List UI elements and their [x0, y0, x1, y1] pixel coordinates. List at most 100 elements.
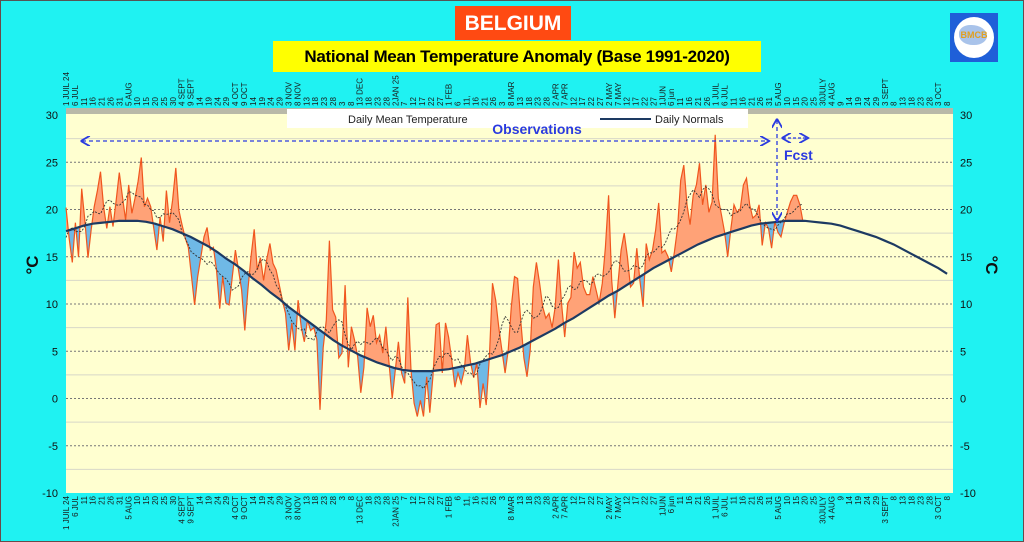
x-tick-label-top: 30JULY — [819, 77, 828, 106]
x-tick-label-bottom: 27 — [596, 495, 605, 504]
x-tick-label-top: 10 — [133, 97, 142, 106]
x-tick-label-top: 12 — [623, 97, 632, 106]
x-tick-label-top: 20 — [151, 97, 160, 106]
x-tick-label-bottom: 28 — [543, 495, 552, 504]
x-tick-label-top: 8 — [943, 101, 952, 106]
x-tick-label-bottom: 6 — [454, 495, 463, 500]
x-tick-label-bottom: 3 NOV — [285, 495, 294, 520]
running-mean-line — [65, 186, 804, 390]
x-tick-label-top: 11 — [676, 97, 685, 106]
x-tick-label-bottom: 26 — [756, 495, 765, 504]
x-tick-label-bottom: 4 SEPT — [178, 496, 187, 524]
x-tick-label-top: 6 JUL — [71, 85, 80, 106]
x-tick-label-bottom: 2 APR — [552, 496, 561, 519]
x-tick-label-bottom: 9 — [836, 495, 845, 500]
x-tick-label-top: 1JUN — [658, 86, 667, 106]
x-tick-label-top: 8 — [890, 101, 899, 106]
y-tick-label-left: 25 — [46, 157, 58, 169]
x-tick-label-top: 28 — [925, 97, 934, 106]
x-tick-label-bottom: 16 — [738, 495, 747, 504]
x-tick-label-top: 17 — [632, 97, 641, 106]
x-tick-label-bottom: 30 — [169, 495, 178, 504]
x-tick-label-bottom: 23 — [534, 495, 543, 504]
y-axis-left: 30 25 20 15 10 5 0 -5 -10 — [42, 110, 58, 500]
x-tick-label-bottom: 18 — [365, 495, 374, 504]
belgium-map-icon — [959, 25, 987, 45]
x-tick-label-top: 11, — [463, 95, 472, 106]
x-tick-label-bottom: 24 — [213, 495, 222, 504]
x-tick-label-bottom: 2JAN 25 — [391, 495, 400, 526]
x-tick-label-bottom: 31 — [765, 495, 774, 504]
x-tick-label-top: 16 — [685, 97, 694, 106]
x-tick-label-top: 12 — [569, 97, 578, 106]
observations-label: Observations — [492, 121, 582, 137]
x-tick-label-top: 13 — [302, 97, 311, 106]
x-tick-label-bottom: 30JULY — [819, 495, 828, 524]
x-tick-label-bottom: 24 — [267, 495, 276, 504]
x-tick-label-bottom: 11 — [80, 495, 89, 504]
x-tick-label-bottom: 11 — [730, 495, 739, 504]
x-tick-label-bottom: 4 AUG — [827, 496, 836, 520]
x-tick-label-top: 21 — [694, 97, 703, 106]
x-tick-label-bottom: 27 — [649, 495, 658, 504]
x-tick-label-top: 8 NOV — [293, 81, 302, 106]
x-tick-label-bottom: 27 — [436, 495, 445, 504]
x-tick-label-top: 29 — [222, 97, 231, 106]
x-tick-label-bottom: 8 — [890, 495, 899, 500]
x-tick-label-top: 7 APR — [560, 83, 569, 106]
legend-daily-mean-temperature: Daily Mean Temperature — [348, 114, 468, 126]
x-tick-label-top: 2 MAY — [605, 82, 614, 106]
x-tick-label-bottom: 16 — [89, 495, 98, 504]
x-tick-label-bottom: 1 JUIL 24 — [62, 495, 71, 529]
x-tick-label-bottom: 8 — [347, 495, 356, 500]
x-tick-label-bottom: 6 JUL — [71, 495, 80, 516]
legend-daily-normals: Daily Normals — [655, 114, 724, 126]
x-tick-label-bottom: 3 — [498, 495, 507, 500]
x-tick-label-top: 26 — [756, 97, 765, 106]
x-tick-label-top: 6 JUL — [721, 85, 730, 106]
x-tick-label-top: 14 — [845, 97, 854, 106]
x-tick-label-top: 21 — [98, 97, 107, 106]
x-tick-label-top: 21 — [747, 97, 756, 106]
x-tick-label-bottom: 19 — [258, 495, 267, 504]
x-tick-label-top: 14 — [249, 97, 258, 106]
x-tick-label-top: 18 — [311, 97, 320, 106]
x-tick-label-bottom: 10 — [783, 495, 792, 504]
x-tick-label-top: 23 — [320, 97, 329, 106]
x-tick-label-bottom: 11, — [463, 496, 472, 507]
x-tick-label-bottom: 18 — [908, 495, 917, 504]
y-tick-label-left: 5 — [52, 346, 58, 358]
x-tick-label-bottom: 25 — [810, 495, 819, 504]
x-tick-label-top: 23 — [916, 97, 925, 106]
x-tick-label-top: 9 — [836, 101, 845, 106]
x-tick-label-top: 2JAN 25 — [391, 75, 400, 106]
x-tick-label-top: 3 NOV — [285, 81, 294, 106]
y-tick-label-right: 30 — [960, 110, 972, 122]
y-axis-right: 30 25 20 15 10 5 0 -5 -10 — [960, 110, 976, 500]
chart-subtitle: National Mean Temperature Anomaly (Base … — [273, 41, 761, 72]
x-tick-label-bottom: 28 — [382, 495, 391, 504]
x-tick-label-top: 24 — [267, 97, 276, 106]
y-tick-label-right: 20 — [960, 205, 972, 217]
x-tick-label-top: 13 — [899, 97, 908, 106]
x-tick-label-bottom: 16 — [471, 495, 480, 504]
x-axis-bottom: 1 JUIL 24 6 JUL 11 16 21 26 31 5 AUG 10 15 20 25 30 4… — [62, 495, 952, 530]
x-tick-label-bottom: 28 — [329, 495, 338, 504]
x-tick-label-top: 19 — [854, 97, 863, 106]
x-tick-label-top: 4 AUG — [827, 82, 836, 106]
x-tick-label-top: 5 AUG — [124, 82, 133, 106]
y-tick-label-right: 5 — [960, 346, 966, 358]
x-tick-label-top: 28 — [382, 97, 391, 106]
x-tick-label-top: 15 — [792, 97, 801, 106]
y-tick-label-left: 10 — [46, 299, 58, 311]
x-tick-label-bottom: 21 — [747, 495, 756, 504]
x-tick-label-bottom: 28 — [925, 495, 934, 504]
x-tick-label-top: 8 MAR — [507, 81, 516, 106]
y-axis-label-left: °C — [23, 255, 42, 274]
legend-box — [287, 109, 748, 128]
country-title: BELGIUM — [455, 6, 571, 40]
x-tick-label-top: 14 — [196, 97, 205, 106]
y-axis-label-right: °C — [982, 255, 1001, 274]
x-tick-label-top: 2 APR — [552, 83, 561, 106]
